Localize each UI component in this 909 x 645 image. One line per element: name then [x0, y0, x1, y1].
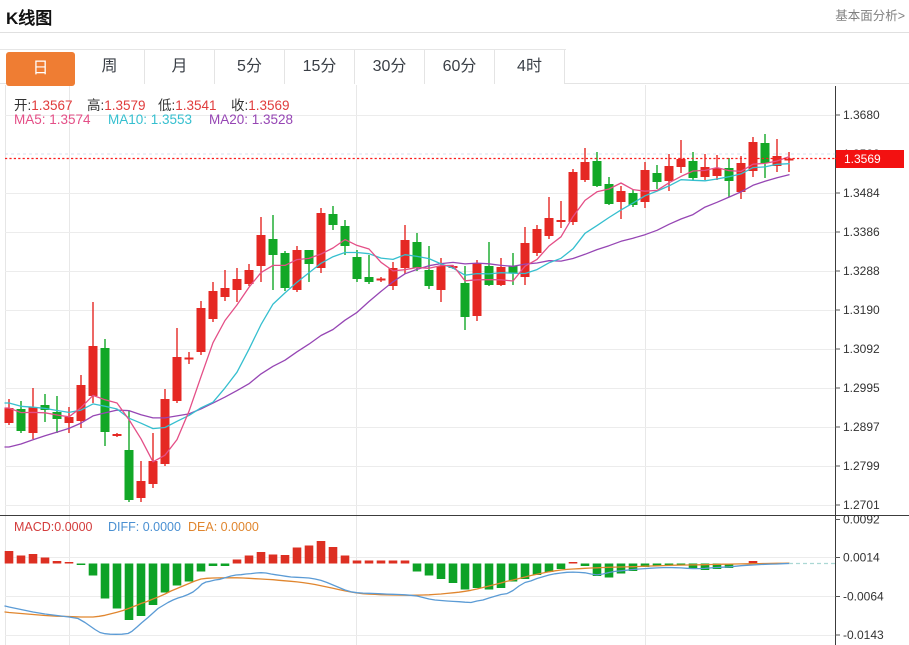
svg-text:0.0014: 0.0014 [843, 551, 880, 565]
svg-text:0.0092: 0.0092 [843, 513, 880, 527]
svg-text:1.3190: 1.3190 [843, 303, 880, 317]
svg-text:1.3680: 1.3680 [843, 108, 880, 122]
svg-text:1.3092: 1.3092 [843, 342, 880, 356]
svg-text:1.3288: 1.3288 [843, 264, 880, 278]
svg-text:1.3484: 1.3484 [843, 186, 880, 200]
svg-text:-0.0064: -0.0064 [843, 590, 884, 604]
svg-text:1.2799: 1.2799 [843, 459, 880, 473]
svg-text:1.3386: 1.3386 [843, 225, 880, 239]
svg-text:1.2995: 1.2995 [843, 381, 880, 395]
svg-text:1.3569: 1.3569 [844, 152, 881, 166]
svg-text:-0.0143: -0.0143 [843, 628, 884, 642]
svg-text:1.2701: 1.2701 [843, 498, 880, 512]
svg-text:1.2897: 1.2897 [843, 420, 880, 434]
